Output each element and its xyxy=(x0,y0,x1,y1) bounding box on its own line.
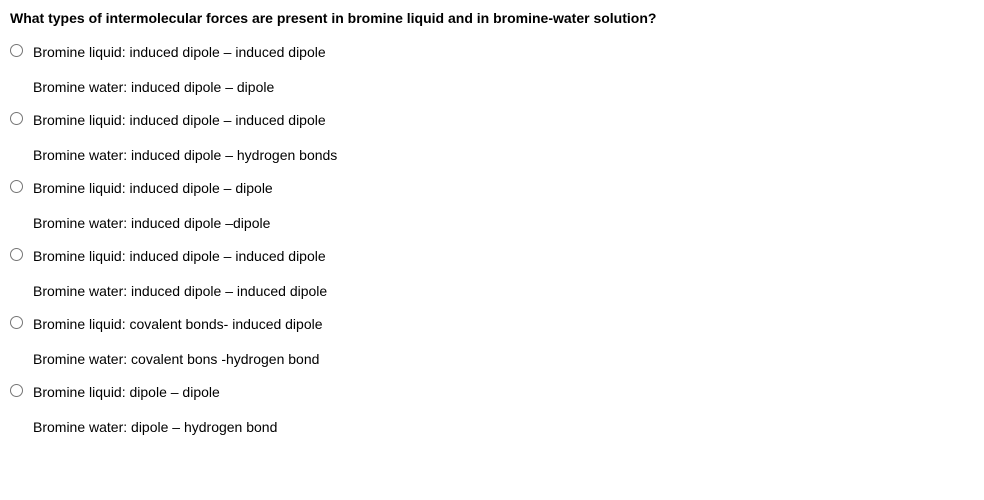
option-text-1: Bromine liquid: induced dipole – induced… xyxy=(33,110,337,166)
option-row-5: Bromine liquid: dipole – dipole Bromine … xyxy=(10,382,974,438)
option-line1-0: Bromine liquid: induced dipole – induced… xyxy=(33,42,326,63)
option-row-1: Bromine liquid: induced dipole – induced… xyxy=(10,110,974,166)
option-line2-4: Bromine water: covalent bons -hydrogen b… xyxy=(33,349,323,370)
option-line2-2: Bromine water: induced dipole –dipole xyxy=(33,213,273,234)
option-line2-3: Bromine water: induced dipole – induced … xyxy=(33,281,327,302)
option-line1-4: Bromine liquid: covalent bonds- induced … xyxy=(33,314,323,335)
radio-wrapper-1 xyxy=(10,110,23,125)
option-line1-2: Bromine liquid: induced dipole – dipole xyxy=(33,178,273,199)
option-line1-1: Bromine liquid: induced dipole – induced… xyxy=(33,110,337,131)
radio-button-2[interactable] xyxy=(10,180,23,193)
radio-button-3[interactable] xyxy=(10,248,23,261)
option-line1-3: Bromine liquid: induced dipole – induced… xyxy=(33,246,327,267)
option-row-2: Bromine liquid: induced dipole – dipole … xyxy=(10,178,974,234)
option-text-5: Bromine liquid: dipole – dipole Bromine … xyxy=(33,382,277,438)
radio-button-0[interactable] xyxy=(10,44,23,57)
option-text-2: Bromine liquid: induced dipole – dipole … xyxy=(33,178,273,234)
option-text-3: Bromine liquid: induced dipole – induced… xyxy=(33,246,327,302)
radio-wrapper-2 xyxy=(10,178,23,193)
option-row-3: Bromine liquid: induced dipole – induced… xyxy=(10,246,974,302)
option-line2-1: Bromine water: induced dipole – hydrogen… xyxy=(33,145,337,166)
radio-wrapper-4 xyxy=(10,314,23,329)
radio-button-5[interactable] xyxy=(10,384,23,397)
option-text-0: Bromine liquid: induced dipole – induced… xyxy=(33,42,326,98)
option-line2-5: Bromine water: dipole – hydrogen bond xyxy=(33,417,277,438)
option-line2-0: Bromine water: induced dipole – dipole xyxy=(33,77,326,98)
radio-wrapper-0 xyxy=(10,42,23,57)
question-title: What types of intermolecular forces are … xyxy=(10,10,974,26)
radio-button-4[interactable] xyxy=(10,316,23,329)
option-row-0: Bromine liquid: induced dipole – induced… xyxy=(10,42,974,98)
option-line1-5: Bromine liquid: dipole – dipole xyxy=(33,382,277,403)
option-text-4: Bromine liquid: covalent bonds- induced … xyxy=(33,314,323,370)
radio-wrapper-3 xyxy=(10,246,23,261)
question-container: What types of intermolecular forces are … xyxy=(10,10,974,438)
radio-wrapper-5 xyxy=(10,382,23,397)
radio-button-1[interactable] xyxy=(10,112,23,125)
option-row-4: Bromine liquid: covalent bonds- induced … xyxy=(10,314,974,370)
